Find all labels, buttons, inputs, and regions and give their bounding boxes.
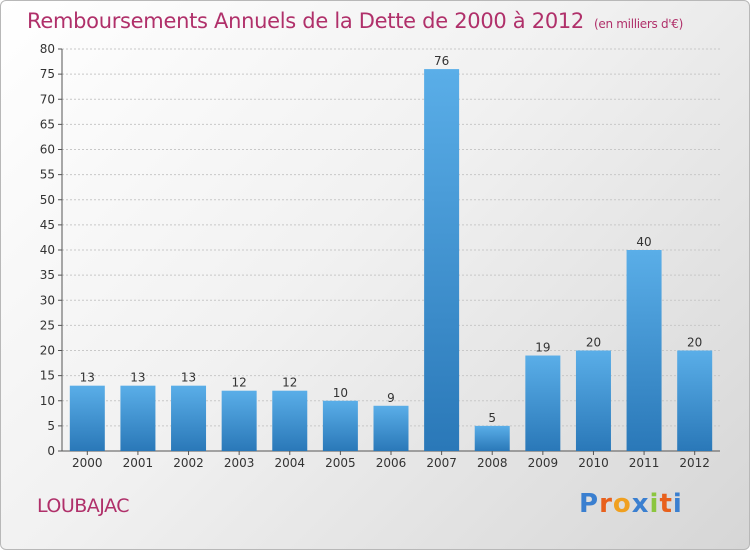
x-tick-label: 2007 bbox=[426, 456, 457, 470]
y-tick-label: 20 bbox=[40, 344, 55, 358]
bar bbox=[69, 385, 105, 451]
commune-name: LOUBAJAC bbox=[37, 495, 130, 517]
bar bbox=[474, 425, 510, 451]
bar bbox=[373, 405, 409, 451]
title-text: Remboursements Annuels de la Dette de 20… bbox=[27, 9, 584, 33]
y-tick-label: 70 bbox=[40, 92, 55, 106]
bar bbox=[575, 350, 611, 451]
bar bbox=[171, 385, 207, 451]
bar bbox=[626, 250, 662, 451]
brand-letter: o bbox=[612, 489, 632, 519]
x-tick-label: 2003 bbox=[224, 456, 255, 470]
y-tick-label: 80 bbox=[40, 42, 55, 56]
x-tick-label: 2001 bbox=[123, 456, 154, 470]
y-tick-label: 50 bbox=[40, 193, 55, 207]
x-tick-label: 2012 bbox=[679, 456, 710, 470]
brand-letter: P bbox=[579, 489, 600, 519]
data-label: 19 bbox=[535, 341, 550, 355]
y-tick-label: 5 bbox=[47, 419, 55, 433]
data-label: 12 bbox=[232, 376, 247, 390]
data-label: 5 bbox=[488, 411, 496, 425]
proxiti-logo: Proxiti bbox=[579, 489, 683, 519]
brand-letter: i bbox=[649, 489, 660, 519]
data-label: 9 bbox=[387, 391, 395, 405]
brand-letter: t bbox=[659, 489, 673, 519]
chart-title: Remboursements Annuels de la Dette de 20… bbox=[27, 9, 683, 33]
y-tick-label: 40 bbox=[40, 243, 55, 257]
bar bbox=[120, 385, 156, 451]
data-label: 10 bbox=[333, 386, 348, 400]
x-tick-label: 2006 bbox=[376, 456, 407, 470]
brand-letter: r bbox=[599, 489, 613, 519]
data-label: 12 bbox=[282, 376, 297, 390]
y-tick-label: 45 bbox=[40, 218, 55, 232]
bar bbox=[677, 350, 713, 451]
y-tick-label: 55 bbox=[40, 168, 55, 182]
bar bbox=[272, 390, 308, 451]
x-tick-label: 2005 bbox=[325, 456, 356, 470]
x-tick-label: 2011 bbox=[629, 456, 660, 470]
bar bbox=[424, 69, 460, 451]
y-tick-label: 0 bbox=[47, 444, 55, 458]
data-label: 13 bbox=[181, 371, 196, 385]
x-tick-label: 2004 bbox=[274, 456, 305, 470]
y-tick-label: 10 bbox=[40, 394, 55, 408]
bar bbox=[221, 390, 257, 451]
y-tick-label: 15 bbox=[40, 369, 55, 383]
data-label: 20 bbox=[586, 336, 601, 350]
x-tick-label: 2008 bbox=[477, 456, 508, 470]
y-tick-label: 25 bbox=[40, 318, 55, 332]
y-tick-label: 65 bbox=[40, 117, 55, 131]
data-label: 13 bbox=[80, 371, 95, 385]
data-label: 40 bbox=[636, 235, 651, 249]
data-label: 13 bbox=[130, 371, 145, 385]
x-tick-label: 2000 bbox=[72, 456, 103, 470]
x-tick-label: 2010 bbox=[578, 456, 609, 470]
data-label: 76 bbox=[434, 54, 449, 68]
bar bbox=[525, 355, 561, 451]
y-tick-label: 60 bbox=[40, 143, 55, 157]
unit-label: (en milliers d'€) bbox=[594, 17, 684, 31]
x-tick-label: 2009 bbox=[528, 456, 559, 470]
y-tick-label: 30 bbox=[40, 293, 55, 307]
data-label: 20 bbox=[687, 336, 702, 350]
brand-letter: i bbox=[672, 489, 683, 519]
x-tick-label: 2002 bbox=[173, 456, 204, 470]
brand-letter: x bbox=[631, 489, 650, 519]
y-tick-label: 35 bbox=[40, 268, 55, 282]
bar bbox=[322, 400, 358, 451]
y-tick-label: 75 bbox=[40, 67, 55, 81]
